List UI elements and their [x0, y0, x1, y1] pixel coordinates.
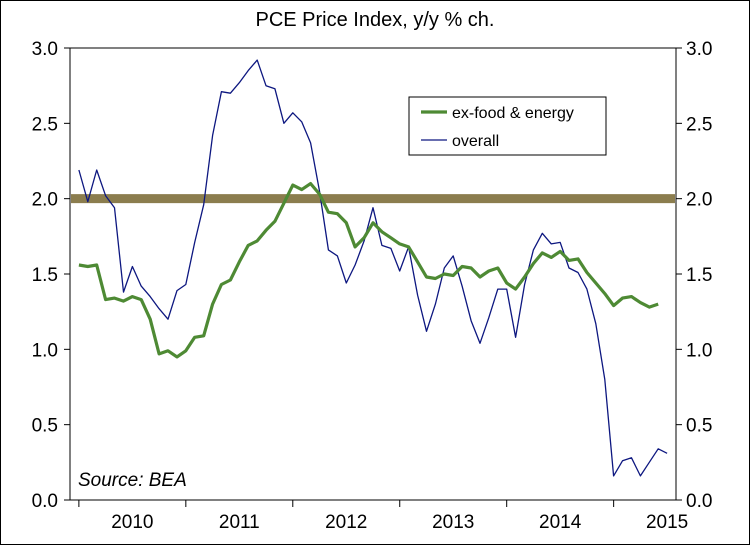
x-tick-label: 2010 — [111, 512, 153, 533]
y-tick-label-right: 2.5 — [686, 114, 712, 135]
legend: ex-food & energy overall — [408, 96, 607, 156]
y-tick-label-left: 2.5 — [32, 114, 58, 135]
y-tick-label-right: 2.0 — [686, 190, 712, 211]
series-line-ex-food-energy — [78, 182, 659, 359]
series-layer — [78, 59, 668, 477]
y-tick-label-left: 3.0 — [32, 39, 58, 60]
source-note: Source: BEA — [78, 470, 187, 491]
chart-title: PCE Price Index, y/y % ch. — [256, 9, 495, 31]
y-tick-label-left: 0.0 — [32, 491, 58, 512]
y-tick-label-left: 1.0 — [32, 340, 58, 361]
x-tick-label: 2013 — [432, 512, 474, 533]
legend-label: overall — [452, 133, 499, 150]
x-tick-label: 2014 — [539, 512, 582, 533]
legend-box — [408, 96, 607, 156]
y-tick-label-left: 0.5 — [32, 416, 58, 437]
y-tick-label-right: 1.5 — [686, 265, 712, 286]
y-axis-right: 0.0 0.5 1.0 1.5 2.0 2.5 3.0 — [676, 39, 712, 512]
y-tick-label-left: 2.0 — [32, 190, 58, 211]
y-axis-left: 0.0 0.5 1.0 1.5 2.0 2.5 3.0 — [32, 39, 70, 512]
series-line-overall — [78, 59, 668, 477]
y-tick-label-left: 1.5 — [32, 265, 58, 286]
y-tick-label-right: 0.0 — [686, 491, 712, 512]
x-tick-label: 2011 — [219, 512, 260, 533]
legend-label: ex-food & energy — [452, 105, 574, 122]
x-tick-label: 2015 — [646, 512, 688, 533]
y-tick-label-right: 1.0 — [686, 340, 712, 361]
y-tick-label-right: 0.5 — [686, 416, 712, 437]
y-tick-label-right: 3.0 — [686, 39, 712, 60]
x-axis: 2010 2011 2012 2013 2014 2015 — [78, 500, 688, 533]
x-tick-label: 2012 — [325, 512, 367, 533]
